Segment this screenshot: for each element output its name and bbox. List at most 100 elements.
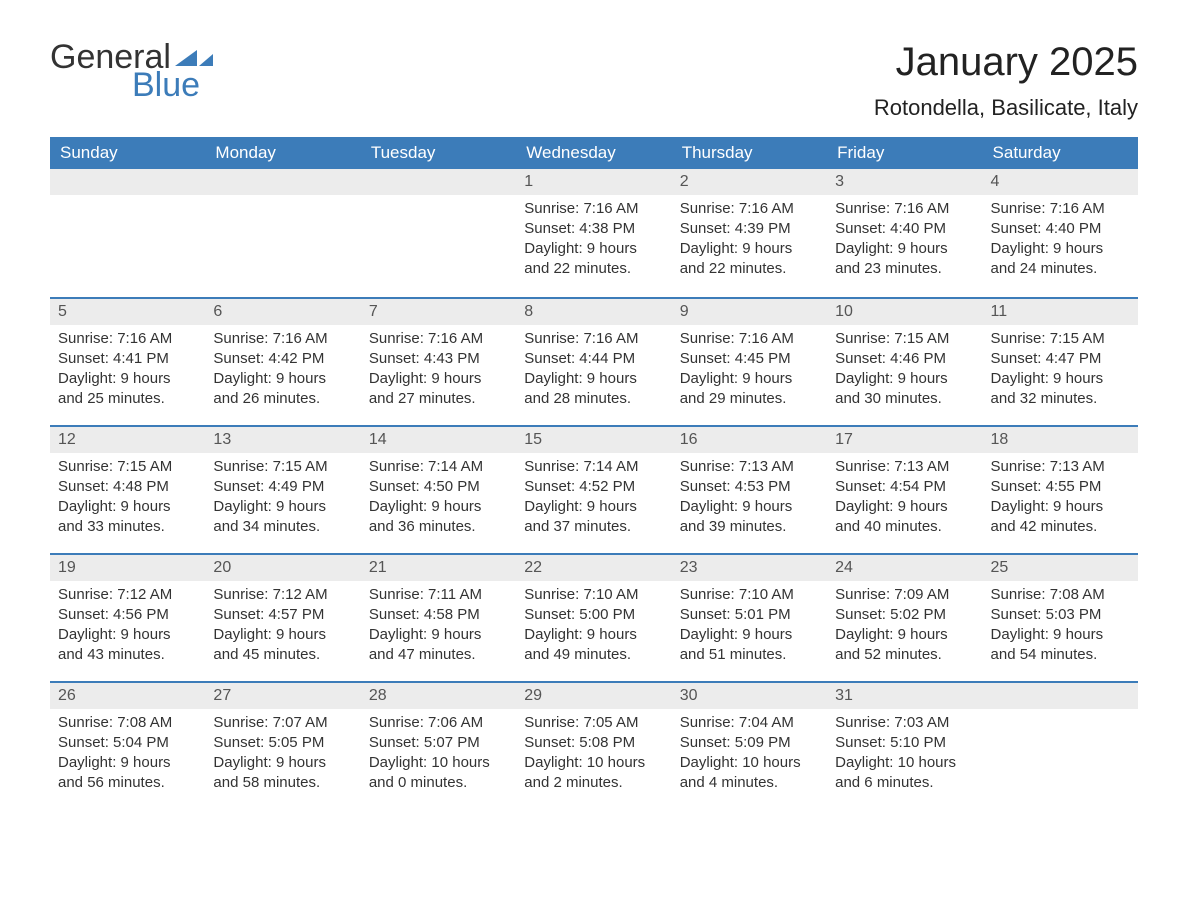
day-sunset: Sunset: 5:08 PM	[524, 733, 663, 753]
day-daylight2: and 24 minutes.	[991, 259, 1130, 279]
day-body: Sunrise: 7:11 AMSunset: 4:58 PMDaylight:…	[361, 581, 516, 678]
day-daylight1: Daylight: 9 hours	[213, 369, 352, 389]
calendar-day-cell: 26Sunrise: 7:08 AMSunset: 5:04 PMDayligh…	[50, 683, 205, 809]
day-sunrise: Sunrise: 7:08 AM	[991, 585, 1130, 605]
day-number: 3	[827, 169, 982, 195]
calendar-day-cell: 3Sunrise: 7:16 AMSunset: 4:40 PMDaylight…	[827, 169, 982, 297]
calendar-day-cell: 10Sunrise: 7:15 AMSunset: 4:46 PMDayligh…	[827, 299, 982, 425]
day-number: 16	[672, 427, 827, 453]
day-daylight1: Daylight: 9 hours	[58, 369, 197, 389]
calendar-day-cell: 30Sunrise: 7:04 AMSunset: 5:09 PMDayligh…	[672, 683, 827, 809]
day-sunrise: Sunrise: 7:13 AM	[680, 457, 819, 477]
calendar-day-cell: 11Sunrise: 7:15 AMSunset: 4:47 PMDayligh…	[983, 299, 1138, 425]
day-body: Sunrise: 7:08 AMSunset: 5:04 PMDaylight:…	[50, 709, 205, 806]
day-daylight2: and 22 minutes.	[524, 259, 663, 279]
calendar-day-cell: 31Sunrise: 7:03 AMSunset: 5:10 PMDayligh…	[827, 683, 982, 809]
calendar-day-cell: 25Sunrise: 7:08 AMSunset: 5:03 PMDayligh…	[983, 555, 1138, 681]
day-daylight2: and 47 minutes.	[369, 645, 508, 665]
day-sunset: Sunset: 4:58 PM	[369, 605, 508, 625]
day-body: Sunrise: 7:07 AMSunset: 5:05 PMDaylight:…	[205, 709, 360, 806]
day-sunrise: Sunrise: 7:16 AM	[58, 329, 197, 349]
day-number	[983, 683, 1138, 709]
calendar-day-cell: 14Sunrise: 7:14 AMSunset: 4:50 PMDayligh…	[361, 427, 516, 553]
day-sunrise: Sunrise: 7:16 AM	[524, 329, 663, 349]
calendar: Sunday Monday Tuesday Wednesday Thursday…	[50, 137, 1138, 809]
day-body: Sunrise: 7:03 AMSunset: 5:10 PMDaylight:…	[827, 709, 982, 806]
day-header: Sunday	[50, 137, 205, 169]
calendar-week-row: 5Sunrise: 7:16 AMSunset: 4:41 PMDaylight…	[50, 297, 1138, 425]
day-daylight2: and 45 minutes.	[213, 645, 352, 665]
day-number: 5	[50, 299, 205, 325]
day-number: 14	[361, 427, 516, 453]
day-sunrise: Sunrise: 7:03 AM	[835, 713, 974, 733]
day-sunset: Sunset: 4:41 PM	[58, 349, 197, 369]
day-number: 10	[827, 299, 982, 325]
day-number: 2	[672, 169, 827, 195]
calendar-day-cell: 5 Sunrise: 7:16 AMSunset: 4:41 PMDaylight…	[50, 299, 205, 425]
day-body: Sunrise: 7:15 AMSunset: 4:48 PMDaylight:…	[50, 453, 205, 550]
day-number: 30	[672, 683, 827, 709]
day-sunrise: Sunrise: 7:16 AM	[680, 329, 819, 349]
day-sunset: Sunset: 4:43 PM	[369, 349, 508, 369]
day-daylight1: Daylight: 9 hours	[680, 625, 819, 645]
calendar-week-row: 12Sunrise: 7:15 AMSunset: 4:48 PMDayligh…	[50, 425, 1138, 553]
day-number: 27	[205, 683, 360, 709]
day-number: 7	[361, 299, 516, 325]
day-sunset: Sunset: 4:48 PM	[58, 477, 197, 497]
day-number: 9	[672, 299, 827, 325]
day-sunset: Sunset: 5:09 PM	[680, 733, 819, 753]
calendar-day-cell: 7Sunrise: 7:16 AMSunset: 4:43 PMDaylight…	[361, 299, 516, 425]
day-daylight1: Daylight: 9 hours	[835, 369, 974, 389]
day-daylight2: and 56 minutes.	[58, 773, 197, 793]
day-number: 28	[361, 683, 516, 709]
day-header: Saturday	[983, 137, 1138, 169]
day-number: 15	[516, 427, 671, 453]
day-body: Sunrise: 7:16 AMSunset: 4:42 PMDaylight:…	[205, 325, 360, 422]
day-daylight1: Daylight: 9 hours	[58, 753, 197, 773]
day-daylight2: and 54 minutes.	[991, 645, 1130, 665]
day-body: Sunrise: 7:09 AMSunset: 5:02 PMDaylight:…	[827, 581, 982, 678]
day-daylight2: and 36 minutes.	[369, 517, 508, 537]
calendar-day-cell: 22Sunrise: 7:10 AMSunset: 5:00 PMDayligh…	[516, 555, 671, 681]
day-sunset: Sunset: 4:55 PM	[991, 477, 1130, 497]
day-number: 17	[827, 427, 982, 453]
calendar-week-row: 1Sunrise: 7:16 AMSunset: 4:38 PMDaylight…	[50, 169, 1138, 297]
day-sunset: Sunset: 4:39 PM	[680, 219, 819, 239]
calendar-week-row: 26Sunrise: 7:08 AMSunset: 5:04 PMDayligh…	[50, 681, 1138, 809]
day-sunrise: Sunrise: 7:12 AM	[58, 585, 197, 605]
day-sunset: Sunset: 4:46 PM	[835, 349, 974, 369]
day-daylight2: and 43 minutes.	[58, 645, 197, 665]
day-number: 18	[983, 427, 1138, 453]
day-sunset: Sunset: 5:00 PM	[524, 605, 663, 625]
day-sunrise: Sunrise: 7:04 AM	[680, 713, 819, 733]
day-sunrise: Sunrise: 7:15 AM	[991, 329, 1130, 349]
day-daylight2: and 23 minutes.	[835, 259, 974, 279]
day-body: Sunrise: 7:12 AMSunset: 4:57 PMDaylight:…	[205, 581, 360, 678]
day-daylight1: Daylight: 9 hours	[369, 497, 508, 517]
day-sunset: Sunset: 4:40 PM	[991, 219, 1130, 239]
weeks-container: 1Sunrise: 7:16 AMSunset: 4:38 PMDaylight…	[50, 169, 1138, 809]
day-sunrise: Sunrise: 7:16 AM	[680, 199, 819, 219]
day-sunset: Sunset: 5:07 PM	[369, 733, 508, 753]
day-sunrise: Sunrise: 7:10 AM	[680, 585, 819, 605]
day-sunset: Sunset: 4:42 PM	[213, 349, 352, 369]
day-daylight2: and 58 minutes.	[213, 773, 352, 793]
day-sunset: Sunset: 4:57 PM	[213, 605, 352, 625]
day-sunset: Sunset: 5:10 PM	[835, 733, 974, 753]
day-sunrise: Sunrise: 7:09 AM	[835, 585, 974, 605]
day-daylight2: and 49 minutes.	[524, 645, 663, 665]
day-sunset: Sunset: 4:50 PM	[369, 477, 508, 497]
day-number: 12	[50, 427, 205, 453]
day-sunset: Sunset: 5:02 PM	[835, 605, 974, 625]
day-number: 8	[516, 299, 671, 325]
calendar-day-cell: 21Sunrise: 7:11 AMSunset: 4:58 PMDayligh…	[361, 555, 516, 681]
day-daylight2: and 28 minutes.	[524, 389, 663, 409]
calendar-day-cell: 16Sunrise: 7:13 AMSunset: 4:53 PMDayligh…	[672, 427, 827, 553]
day-daylight1: Daylight: 9 hours	[58, 497, 197, 517]
calendar-day-cell: 8Sunrise: 7:16 AMSunset: 4:44 PMDaylight…	[516, 299, 671, 425]
day-sunrise: Sunrise: 7:07 AM	[213, 713, 352, 733]
day-daylight2: and 37 minutes.	[524, 517, 663, 537]
day-sunrise: Sunrise: 7:08 AM	[58, 713, 197, 733]
day-number: 20	[205, 555, 360, 581]
calendar-day-cell: 29Sunrise: 7:05 AMSunset: 5:08 PMDayligh…	[516, 683, 671, 809]
